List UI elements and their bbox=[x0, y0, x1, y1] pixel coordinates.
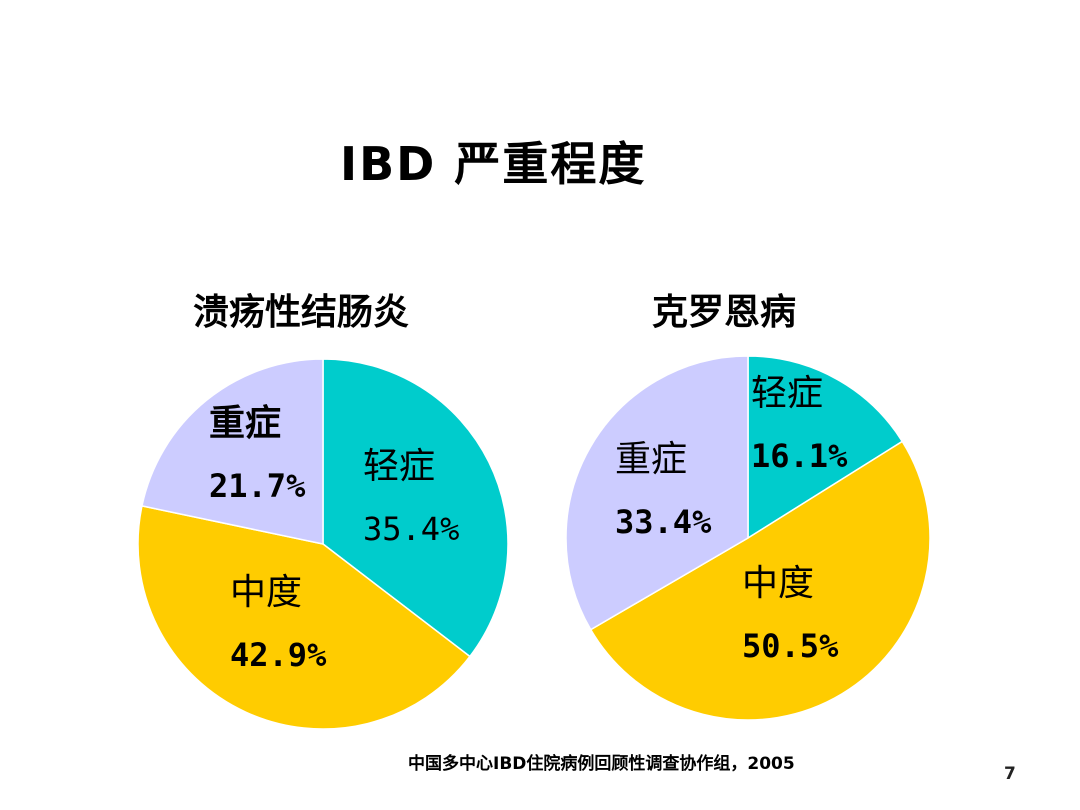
slice-label-cd-moderate: 中度 50.5% bbox=[742, 564, 838, 666]
slice-percent: 33.4% bbox=[615, 503, 712, 541]
slice-name: 重症 bbox=[615, 439, 688, 480]
slice-percent: 21.7% bbox=[209, 467, 306, 505]
pie-slice-severe bbox=[565, 355, 749, 631]
pie-slice-mild bbox=[322, 358, 509, 658]
pie-slice-moderate bbox=[589, 440, 931, 721]
slice-label-uc-mild: 轻症 35.4% bbox=[363, 447, 459, 549]
slice-name: 中度 bbox=[742, 563, 815, 604]
pie-chart-cd bbox=[565, 355, 931, 721]
chart-title-cd: 克罗恩病 bbox=[652, 292, 797, 333]
chart-title-uc: 溃疡性结肠炎 bbox=[193, 292, 410, 333]
source-citation: 中国多中心IBD住院病例回顾性调查协作组，2005 bbox=[408, 754, 795, 774]
slice-percent: 42.9% bbox=[230, 636, 327, 674]
slice-name: 轻症 bbox=[363, 446, 436, 487]
pie-slice-severe bbox=[141, 358, 324, 545]
pie-chart-uc bbox=[137, 358, 509, 730]
pie-slice-mild bbox=[747, 355, 904, 540]
slice-percent: 35.4% bbox=[363, 510, 460, 548]
slice-name: 轻症 bbox=[751, 373, 824, 414]
page-number: 7 bbox=[1004, 764, 1016, 784]
slice-label-uc-severe: 重症 21.7% bbox=[209, 404, 305, 506]
slice-percent: 16.1% bbox=[751, 437, 848, 475]
slice-label-uc-moderate: 中度 42.9% bbox=[230, 573, 326, 675]
pie-slice-moderate bbox=[137, 505, 471, 730]
slide-title: IBD 严重程度 bbox=[340, 137, 647, 191]
slice-name: 中度 bbox=[230, 572, 303, 613]
slice-name: 重症 bbox=[209, 403, 282, 444]
slice-label-cd-severe: 重症 33.4% bbox=[615, 440, 711, 542]
slice-percent: 50.5% bbox=[742, 627, 839, 665]
slice-label-cd-mild: 轻症 16.1% bbox=[751, 374, 847, 476]
